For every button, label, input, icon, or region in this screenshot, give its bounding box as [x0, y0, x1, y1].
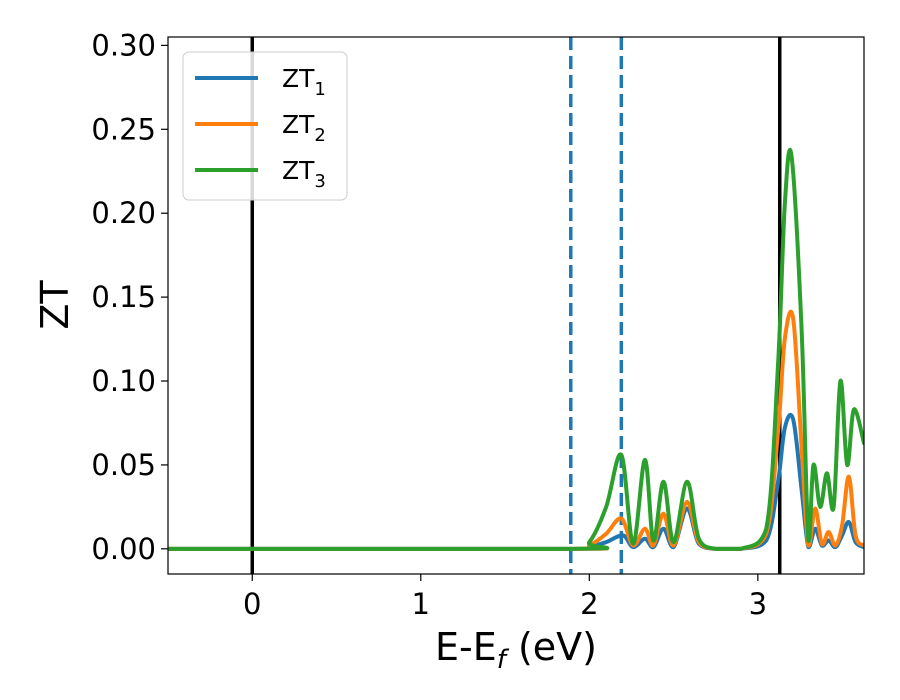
y-tick-label: 0.25: [91, 112, 156, 146]
y-tick-label: 0.00: [91, 532, 156, 566]
legend-label-zt1: ZT1: [282, 64, 326, 100]
y-tick-label: 0.05: [91, 448, 156, 482]
series-line-zt3: [168, 147, 864, 551]
y-tick-label: 0.15: [91, 280, 156, 314]
x-tick-label: 2: [580, 587, 598, 621]
x-axis-ticks: 0 1 2 3: [243, 574, 767, 621]
x-tick-label: 1: [412, 587, 430, 621]
legend-box: [182, 51, 348, 201]
y-axis-label: ZT: [33, 280, 77, 330]
series-lines: [168, 147, 864, 551]
legend: ZT1 ZT2 ZT3: [182, 51, 348, 201]
y-tick-label: 0.20: [91, 196, 156, 230]
x-axis-label-unit: (eV): [518, 625, 597, 669]
x-axis-label: E-Ef (eV): [435, 625, 597, 675]
y-axis-ticks: 0.00 0.05 0.10 0.15 0.20 0.25 0.30: [91, 28, 168, 566]
y-tick-label: 0.10: [91, 364, 156, 398]
x-tick-label: 3: [749, 587, 767, 621]
plot-frame: [167, 36, 865, 575]
legend-label-zt2: ZT2: [282, 110, 326, 146]
y-tick-label: 0.30: [91, 28, 156, 62]
x-axis-label-space: [506, 625, 518, 669]
x-tick-label: 0: [243, 587, 261, 621]
x-axis-label-main: E-E: [435, 625, 497, 669]
legend-label-zt3: ZT3: [282, 156, 326, 192]
